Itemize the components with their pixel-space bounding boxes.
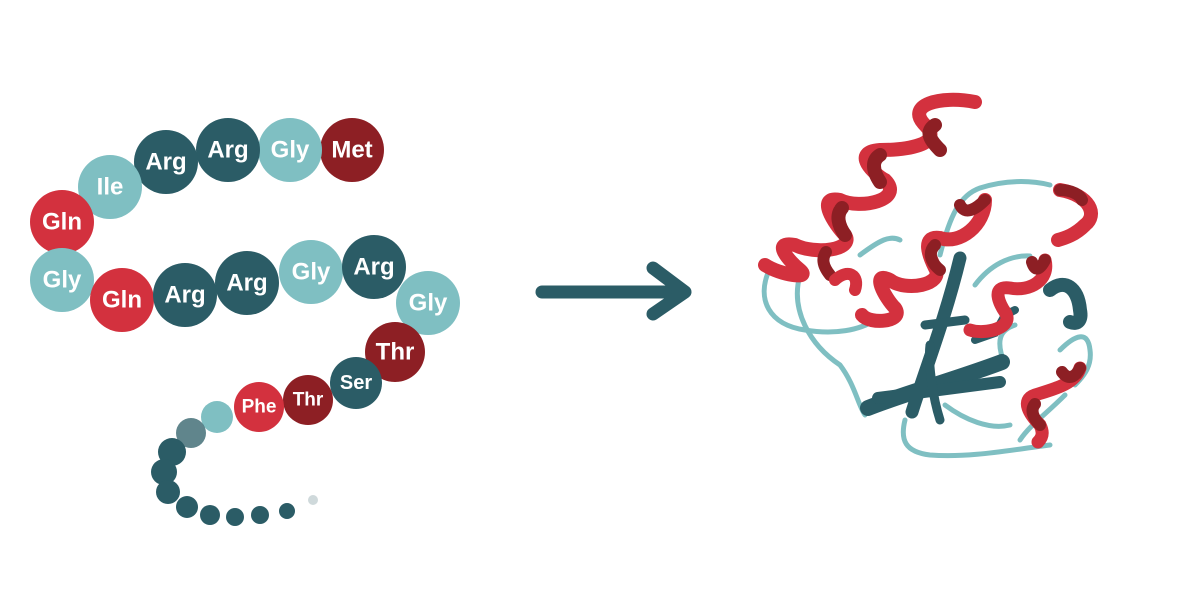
residue-bead <box>365 322 425 382</box>
residue-label: Thr <box>376 339 415 366</box>
residue-label: Arg <box>207 137 248 164</box>
tail-bead <box>308 495 318 505</box>
residue-bead <box>153 263 217 327</box>
tail-bead <box>176 496 198 518</box>
right-arrow-icon <box>535 261 692 321</box>
residue-bead <box>258 118 322 182</box>
residue: Gly <box>258 118 322 182</box>
residue-bead <box>196 118 260 182</box>
chain-tail <box>151 401 318 526</box>
amino-acid-chain: Met Gly Arg Arg Ile Gln <box>30 118 460 432</box>
residue: Arg <box>134 130 198 194</box>
residue-bead <box>279 240 343 304</box>
residue-bead <box>90 268 154 332</box>
residue: Gly <box>279 240 343 304</box>
residue: Thr <box>365 322 425 382</box>
residue-label: Gln <box>42 209 82 236</box>
residue-bead <box>320 118 384 182</box>
tail-bead <box>176 418 206 448</box>
residue: Phe <box>234 382 284 432</box>
residue: Gln <box>90 268 154 332</box>
residue-label: Gly <box>43 267 82 294</box>
residue-bead <box>78 155 142 219</box>
residue-label: Thr <box>293 390 324 411</box>
residue-label: Met <box>331 137 372 164</box>
residue: Gln <box>30 190 94 254</box>
residue: Gly <box>396 271 460 335</box>
tail-bead <box>200 505 220 525</box>
residue-label: Ser <box>340 372 372 394</box>
residue: Arg <box>196 118 260 182</box>
residue-label: Arg <box>145 149 186 176</box>
residue: Ile <box>78 155 142 219</box>
residue-label: Arg <box>353 254 394 281</box>
protein-loops <box>761 179 1093 459</box>
tail-bead <box>156 480 180 504</box>
residue-label: Phe <box>242 397 277 418</box>
alpha-helices <box>758 92 1098 449</box>
residue: Arg <box>153 263 217 327</box>
residue: Gly <box>30 248 94 312</box>
tail-bead <box>279 503 295 519</box>
residue-label: Arg <box>164 282 205 309</box>
residue: Ser <box>330 357 382 409</box>
residue-label: Gly <box>271 137 310 164</box>
residue-bead <box>396 271 460 335</box>
residue-bead <box>215 251 279 315</box>
tail-bead <box>226 508 244 526</box>
residue: Met <box>320 118 384 182</box>
residue: Arg <box>342 235 406 299</box>
residue-bead <box>30 190 94 254</box>
residue-label: Arg <box>226 270 267 297</box>
residue-label: Gly <box>292 259 331 286</box>
residue-bead <box>30 248 94 312</box>
tail-bead <box>201 401 233 433</box>
residue: Arg <box>215 251 279 315</box>
residue-bead <box>330 357 382 409</box>
residue: Thr <box>283 375 333 425</box>
tail-bead <box>151 459 177 485</box>
residue-label: Gly <box>409 290 448 317</box>
residue-label: Gln <box>102 287 142 314</box>
tail-bead <box>158 438 186 466</box>
residue-bead <box>134 130 198 194</box>
residue-bead <box>234 382 284 432</box>
residue-bead <box>283 375 333 425</box>
residue-label: Ile <box>97 174 124 201</box>
folded-protein-ribbon <box>758 92 1098 459</box>
residue-bead <box>342 235 406 299</box>
tail-bead <box>251 506 269 524</box>
